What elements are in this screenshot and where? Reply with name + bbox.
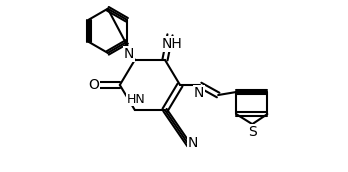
Text: HN: HN bbox=[126, 93, 145, 106]
Text: NH: NH bbox=[161, 37, 182, 51]
Text: N: N bbox=[188, 136, 198, 150]
Text: N: N bbox=[194, 86, 204, 100]
Text: N: N bbox=[124, 47, 134, 61]
Text: S: S bbox=[248, 125, 257, 139]
Text: O: O bbox=[89, 78, 100, 92]
